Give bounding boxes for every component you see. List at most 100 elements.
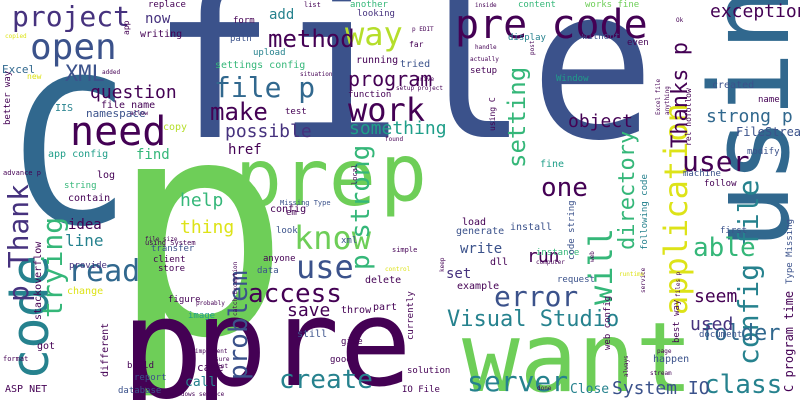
word-use: use <box>296 248 354 286</box>
word-error: error <box>494 280 579 313</box>
word-got: got <box>37 341 56 352</box>
word-iis: IIS <box>55 103 74 114</box>
word-looking: looking <box>357 9 395 19</box>
word-better-way: better way <box>3 70 13 125</box>
word-web-config: web config <box>603 295 613 350</box>
word-function: function <box>348 90 392 100</box>
word-seem: seem <box>694 286 738 307</box>
word-content: content <box>518 0 556 10</box>
word-writing: writing <box>140 29 183 40</box>
word-user: user <box>682 145 750 178</box>
word-windows-service: windows service <box>170 391 225 398</box>
word-follow: follow <box>704 179 737 189</box>
word-example: example <box>457 281 500 292</box>
word-new: new <box>27 72 42 81</box>
word-inside: inside <box>475 2 497 9</box>
word-line: line <box>65 231 104 250</box>
word-c-program-time: C program time <box>782 290 796 392</box>
word-situation: situation <box>300 71 333 78</box>
word-load: load <box>462 217 487 228</box>
word-data: data <box>257 266 279 276</box>
word-p-large: p <box>110 55 291 400</box>
word-still: still <box>297 329 328 340</box>
word-found: found <box>385 136 404 143</box>
word-added: added <box>102 69 121 76</box>
word-anyone: anyone <box>263 254 296 264</box>
word-pre-large: pre <box>195 275 412 400</box>
word-write: write <box>460 241 503 257</box>
word-add: add <box>269 7 295 23</box>
word-excel-file: Excel file <box>655 78 662 115</box>
word-transfer: transfer <box>151 244 195 254</box>
word-store: store <box>158 264 186 274</box>
word-dll: dll <box>490 257 509 268</box>
word-simple: simple <box>392 246 418 254</box>
word-find: find <box>136 147 170 163</box>
word-report: report <box>134 373 167 383</box>
word-ok: Ok <box>676 17 684 24</box>
word-project: project <box>12 0 131 33</box>
word-directory: directory <box>615 130 640 250</box>
word-service: service <box>640 267 647 293</box>
word-test: test <box>285 107 307 117</box>
word-run: run <box>527 246 560 267</box>
word-p-small: p <box>380 129 427 219</box>
word-object: object <box>568 111 634 132</box>
word-done: done <box>537 385 552 392</box>
word-look: look <box>276 226 298 236</box>
word-always: always <box>623 355 630 377</box>
word-pre-medium: pre <box>235 134 376 224</box>
word-excel: Excel <box>2 63 36 76</box>
word-happen: happen <box>653 354 690 365</box>
word-modify: modify <box>747 147 780 157</box>
word-good: good <box>330 355 352 365</box>
word-question: question <box>90 82 177 103</box>
word-system-io: System IO <box>612 378 710 399</box>
word-currently: currently <box>406 291 416 340</box>
word-allow: allow <box>130 110 149 117</box>
word-pre-code: pre code <box>455 2 648 48</box>
word-files-p: files p <box>675 271 682 297</box>
word-create: create <box>279 365 373 395</box>
word-need: need <box>70 109 167 155</box>
word-problem: problem <box>224 270 254 380</box>
word-without: without <box>582 32 620 42</box>
word-close: Close <box>570 382 610 397</box>
word-request: request <box>557 275 595 285</box>
word-p-medium: p <box>120 268 205 400</box>
word-href: href <box>228 142 262 158</box>
word-config-a: config <box>270 204 307 215</box>
word-image: image <box>188 311 216 321</box>
word-want: want <box>462 302 694 400</box>
word-another: another <box>350 0 388 10</box>
word-database: database <box>118 386 162 396</box>
word-call: call <box>185 375 217 390</box>
word-asp-net: ASP NET <box>5 384 48 395</box>
word-name: name <box>758 95 780 105</box>
word-strong-p: strong p <box>706 106 793 127</box>
word-implement: implement <box>195 348 228 355</box>
word-provide: provide <box>69 261 107 271</box>
word-first: first <box>720 226 748 236</box>
word-tried: tried <box>400 59 431 70</box>
word-runtime: runtime <box>619 271 645 278</box>
word-access: access <box>248 279 342 309</box>
word-delete: delete <box>365 275 402 286</box>
word-xml: XML <box>65 62 105 87</box>
word-different: different <box>100 322 111 377</box>
word-handle: handle <box>475 44 497 51</box>
word-p-thank: p Thank <box>2 183 35 302</box>
word-window: Window <box>556 74 589 84</box>
word-figure: figure <box>168 295 201 305</box>
word-string: string <box>64 181 97 191</box>
word-setting: setting <box>503 66 531 168</box>
word-path: path <box>230 34 252 44</box>
word-client: client <box>153 255 186 265</box>
word-visual-studio: Visual Studio <box>447 307 620 332</box>
word-fine: fine <box>540 159 565 170</box>
word-class: class <box>704 370 783 400</box>
word-keep: keep <box>439 257 446 272</box>
word-one: one <box>541 173 588 203</box>
word-probably: probably <box>196 300 225 307</box>
word-xml-small: xml <box>341 236 358 246</box>
